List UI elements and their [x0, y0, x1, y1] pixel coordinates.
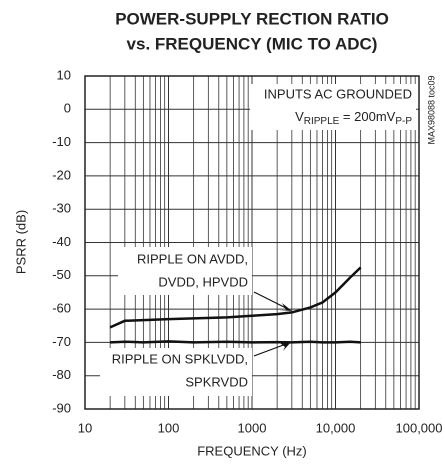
annotation-part: V [295, 109, 304, 124]
annotation-bg [250, 84, 416, 130]
y-tick-label: -70 [52, 334, 71, 349]
x-axis-label: FREQUENCY (Hz) [197, 443, 307, 458]
y-tick-label: -80 [52, 367, 71, 382]
x-tick-label: 100 [158, 420, 180, 435]
plot-frame [84, 75, 420, 410]
arrow [253, 343, 287, 357]
label-bg [100, 348, 252, 396]
series-label: DVDD, HPVDD [158, 274, 248, 289]
x-tick-label: 1000 [238, 420, 267, 435]
y-tick-label: -30 [52, 201, 71, 216]
arrowhead [279, 303, 292, 311]
series-label: RIPPLE ON AVDD, [137, 251, 248, 266]
y-tick-label: 10 [57, 67, 71, 82]
figure-id: MAX98088 toc09 [426, 75, 436, 144]
y-tick-label: -20 [52, 167, 71, 182]
arrowhead [280, 342, 291, 351]
x-tick-label: 10 [78, 420, 92, 435]
chart-title: vs. FREQUENCY (MIC TO ADC) [127, 34, 378, 53]
y-tick-label: -10 [52, 134, 71, 149]
y-axis-label: PSRR (dB) [13, 210, 28, 274]
y-tick-label: -50 [52, 267, 71, 282]
y-tick-label: 0 [64, 101, 71, 116]
annotation-part: RIPPLE [304, 116, 340, 127]
y-tick-label: -60 [52, 301, 71, 316]
chart-title: POWER-SUPPLY RECTION RATIO [115, 9, 389, 28]
series-line [109, 266, 362, 329]
x-tick-label: 10,000 [316, 420, 356, 435]
series-line [110, 340, 361, 344]
y-tick-label: -40 [52, 234, 71, 249]
arrow [253, 291, 289, 310]
annotation-part: = 200mV [339, 109, 395, 124]
y-tick-label: -90 [52, 400, 71, 415]
annotation: VRIPPLE = 200mVP-P [295, 109, 412, 126]
series-label: RIPPLE ON SPKLVDD, [112, 351, 248, 366]
annotation-part: P-P [395, 116, 412, 127]
series-label: SPKRVDD [185, 374, 248, 389]
annotation: INPUTS AC GROUNDED [264, 86, 412, 101]
label-bg [118, 247, 252, 295]
x-tick-label: 100,000 [396, 420, 443, 435]
